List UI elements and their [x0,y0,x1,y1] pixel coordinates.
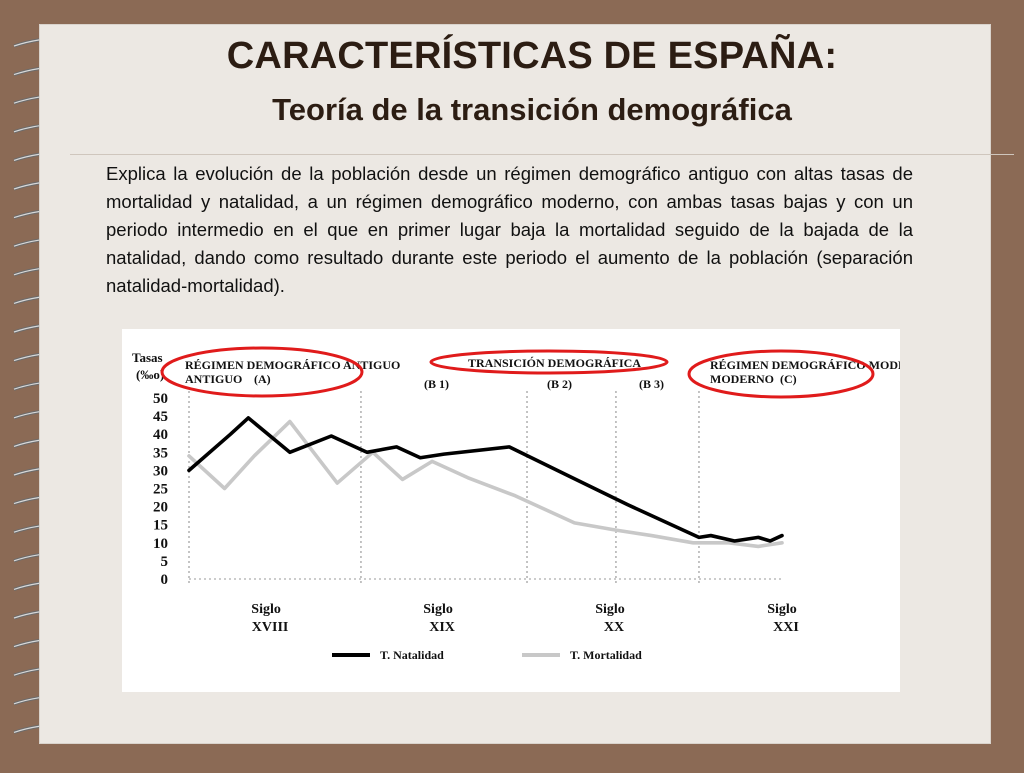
y-axis-label: Tasas [132,350,163,365]
highlight-circle-antiguo [160,346,364,398]
phase-a-letter: (A) [254,372,271,386]
y-axis-unit: (‰o) [136,367,164,382]
y-tick-label: 35 [153,445,168,461]
series-line-t-mortalidad [187,419,784,549]
y-tick-label: 30 [153,463,168,479]
phase-a-label-line2: ANTIGUO [185,372,242,386]
highlight-circle-moderno [687,349,875,399]
y-tick-label: 0 [161,572,169,588]
y-tick-label: 25 [153,482,168,498]
x-tick-label: Siglo [251,602,281,617]
transition-label: TRANSICIÓN DEMOGRÁFICA [468,356,641,370]
y-tick-label: 20 [153,500,168,516]
x-tick-label-century: XXI [773,620,799,635]
legend-label: T. Natalidad [380,648,444,662]
x-tick-label-century: XX [604,620,624,635]
title-divider [70,154,1014,155]
x-tick-label: Siglo [423,602,453,617]
y-tick-label: 5 [161,554,169,570]
y-tick-label: 15 [153,518,168,534]
x-tick-label: Siglo [767,602,797,617]
y-tick-label: 40 [153,427,168,443]
series-line-t-natalidad [187,416,784,543]
phase-c-label-line2: MODERNO [710,372,774,386]
x-tick-label-century: XIX [429,620,455,635]
phase-c-label: RÉGIMEN DEMOGRÁFICO MODERNO [710,358,900,372]
legend-label: T. Mortalidad [570,648,642,662]
phase-b3-label: (B 3) [639,377,664,391]
slide-title: CARACTERÍSTICAS DE ESPAÑA: [226,35,838,77]
phase-b1-label: (B 1) [424,377,449,391]
phase-b2-label: (B 2) [547,377,572,391]
y-tick-label: 50 [153,391,168,407]
slide-paragraph: Explica la evolución de la población des… [106,163,913,296]
x-tick-label-century: XVIII [252,620,289,635]
y-tick-label: 45 [153,409,168,425]
x-tick-label: Siglo [595,602,625,617]
highlight-circle-transicion [429,349,669,375]
phase-a-label: RÉGIMEN DEMOGRÁFICO ANTIGUO [185,358,400,372]
y-tick-label: 10 [153,536,168,552]
slide-subtitle: Teoría de la transición demográfica [272,92,792,127]
phase-c-letter: (C) [780,372,797,386]
demographic-transition-figure: Tasas (‰o) 50 45 40 35 30 25 20 15 10 5 0 RÉGIMEN DEM… [122,329,933,692]
